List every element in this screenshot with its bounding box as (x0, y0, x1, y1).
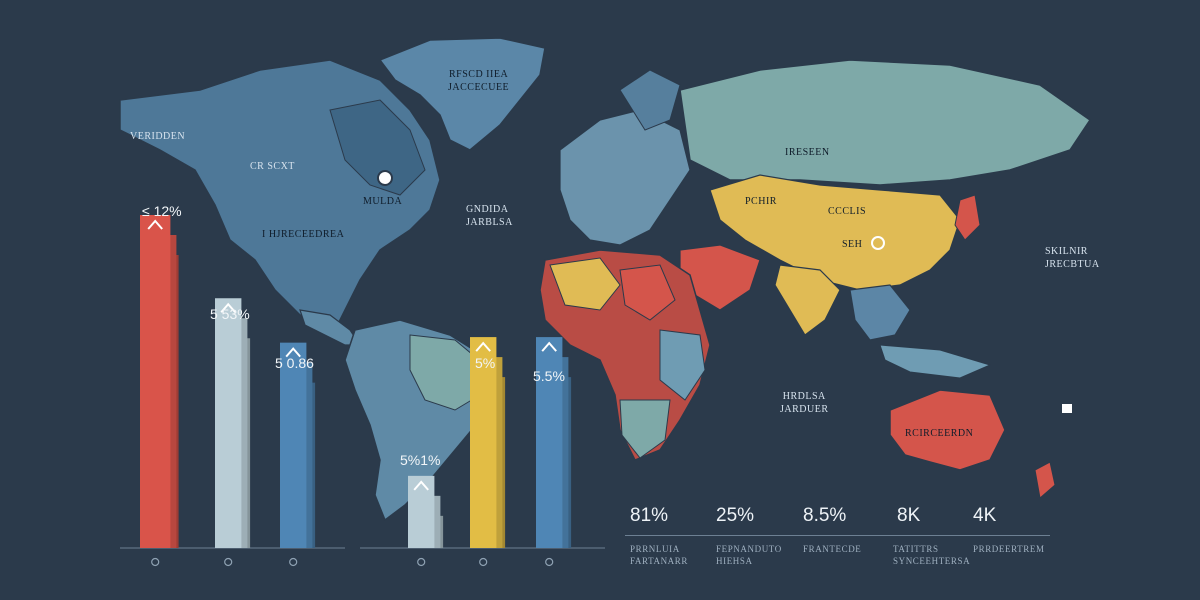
bar-footer-icon (151, 557, 160, 567)
map-region-indonesia (879, 344, 992, 379)
marker-icon (871, 236, 885, 250)
stat-value: 8.5% (803, 505, 847, 526)
marker-icon (1062, 404, 1072, 413)
map-label: HRDLSA JARDUER (780, 391, 829, 415)
map-region-russia (679, 59, 1092, 186)
stat-caption: PRRNLUIA FARTANARR (630, 544, 688, 566)
chevron-up-icon (285, 347, 301, 358)
bar-value-label: 5 53% (210, 306, 250, 322)
stat-value: 8K (897, 505, 921, 526)
map-label: I HJRECEEDREA (262, 229, 345, 240)
bar-value-label: 5 0.86 (275, 355, 314, 371)
map-label: CR SCXT (250, 161, 295, 172)
map-label: VERIDDEN (130, 131, 186, 142)
bar-footer-icon (479, 557, 488, 567)
bar-group (140, 215, 572, 548)
bar-footer-icon (289, 557, 298, 567)
bar (140, 215, 171, 548)
map-label: SKILNIR JRECBTUA (1045, 246, 1100, 270)
map-label: IRESEEN (785, 147, 830, 158)
bar-value-label: ≤ 12% (142, 203, 182, 219)
bar-icon-group (151, 557, 554, 567)
bar-value-label: 5%1% (400, 452, 441, 468)
bar (408, 475, 435, 548)
chevron-up-icon (541, 341, 557, 352)
bar-value-label: 5% (475, 355, 496, 371)
stat-caption: FEPNANDUTO HIEHSA (716, 544, 782, 566)
stat-caption: PRRDEERTREM (973, 544, 1045, 554)
map-region-southeast-asia (849, 284, 911, 341)
bar-footer-icon (224, 557, 233, 567)
bar-value-label: 5.5% (533, 368, 565, 384)
map-region-australia (889, 389, 1006, 471)
map-region-europe (559, 109, 691, 246)
chevron-up-icon (147, 219, 163, 230)
bar-footer-icon (417, 557, 426, 567)
map-region-south-africa (619, 399, 671, 459)
bar-footer-icon (545, 557, 554, 567)
marker-icon (377, 170, 393, 186)
stat-value: 25% (716, 505, 755, 526)
map-region-japan (954, 194, 981, 241)
stat-value: 4K (973, 505, 997, 526)
bar (536, 337, 563, 548)
map-label: PCHIR (745, 196, 777, 207)
map-label: GNDIDA JARBLSA (466, 204, 513, 228)
map-region-north-africa (549, 257, 621, 311)
map-region-brazil (409, 334, 486, 411)
map-region-central-asia (709, 174, 961, 291)
map-region-east-africa (659, 329, 706, 401)
map-label: CCCLIS (828, 206, 867, 217)
chevron-up-icon (413, 480, 429, 491)
map-region-greenland (378, 37, 546, 151)
chevron-up-icon (475, 341, 491, 352)
map-region-west-africa (619, 264, 676, 321)
map-label: RCIRCEERDN (905, 428, 974, 439)
stat-divider (625, 535, 1050, 536)
map-label: RFSCD IIEA JACCECUEE (448, 69, 510, 93)
map-region-india (774, 264, 841, 336)
bar (215, 298, 242, 548)
map-region-canada-east (329, 99, 426, 196)
map-region-new-zealand (1034, 461, 1056, 499)
bar (470, 337, 497, 548)
chevron-up-icon (220, 302, 236, 313)
map-label: SEH (842, 239, 863, 250)
stat-caption: FRANTECDE (803, 544, 862, 554)
stat-caption: TATITTRS SYNCEEHTERSA (893, 544, 971, 566)
map-region-scandinavia (619, 69, 681, 131)
map-label: MULDA (363, 196, 403, 207)
bar (280, 342, 307, 548)
stat-value: 81% (630, 505, 669, 526)
